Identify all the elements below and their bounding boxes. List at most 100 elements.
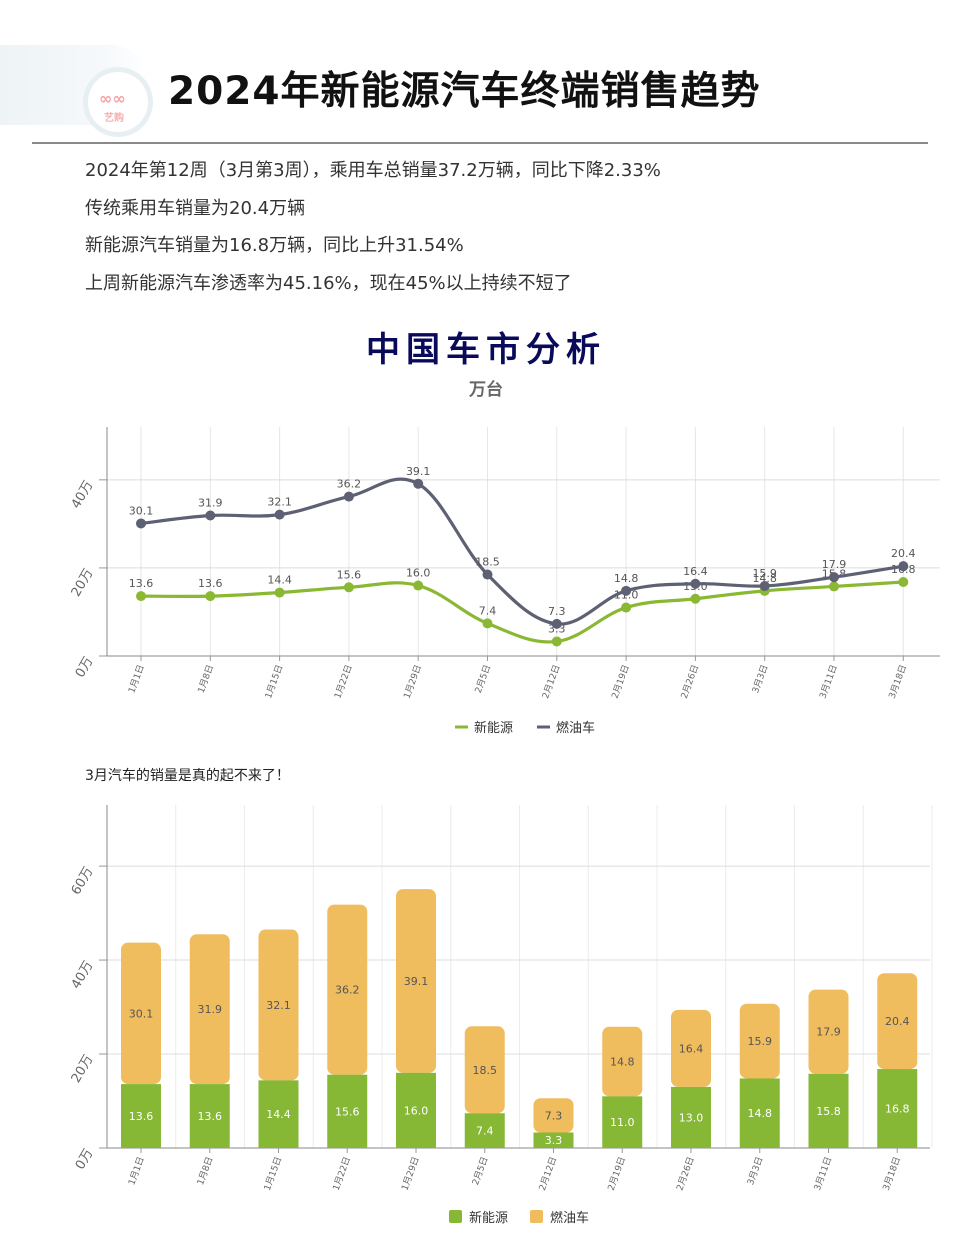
chart1-point-ice (551, 618, 562, 629)
chart2-xtick-label: 2月19日 (606, 1155, 628, 1192)
chart2-xtick-label: 3月11日 (812, 1155, 834, 1192)
chart1-data-label-ice: 31.9 (198, 497, 223, 510)
chart2-xtick-label: 1月22日 (331, 1155, 353, 1192)
chart2-data-label-nev: 7.4 (476, 1125, 494, 1138)
brand-logo: ∞∞ 艺购 (88, 72, 148, 132)
chart1-data-label-ice: 30.1 (129, 504, 154, 517)
chart1-data-label-nev: 13.6 (129, 577, 154, 590)
chart2-ytick-label: 20万 (69, 1053, 97, 1086)
chart2-data-label-nev: 14.4 (266, 1108, 291, 1121)
chart1-point-nev (343, 582, 354, 593)
chart2-bar-ice (877, 973, 918, 1070)
chart2-bar-nev (396, 1072, 436, 1148)
chart1-line-nev (139, 580, 905, 644)
chart2-data-label-nev: 11.0 (610, 1116, 635, 1129)
chart2-data-label-ice: 20.4 (885, 1015, 910, 1028)
chart2-data-label-ice: 32.1 (266, 999, 291, 1012)
chart1-data-label-ice: 36.2 (337, 478, 362, 491)
chart1-point-nev (274, 587, 285, 598)
chart2-bar-ice (396, 889, 436, 1073)
chart1-point-nev (205, 591, 216, 602)
chart1-unit: 万台 (469, 380, 503, 400)
chart1-ytick-label: 20万 (69, 566, 97, 599)
chart1-point-ice (343, 491, 354, 502)
chart2-bar-ice (671, 1009, 711, 1087)
chart1-point-ice (621, 585, 632, 596)
chart1-point-ice (274, 509, 285, 520)
chart2-data-label-ice: 39.1 (404, 975, 429, 988)
chart2-bar-nev (808, 1073, 849, 1148)
chart2-bar-ice (739, 1003, 780, 1079)
chart2-bar-ice (121, 942, 161, 1085)
chart1-xtick-label: 1月15日 (263, 663, 285, 700)
chart1-xtick-label: 3月3日 (750, 663, 770, 694)
chart2-bar-nev (602, 1096, 643, 1148)
chart2-data-label-nev: 16.8 (885, 1103, 910, 1116)
chart2-xtick-label: 2月12日 (537, 1155, 559, 1192)
chart1-xtick-label: 1月1日 (126, 663, 146, 694)
chart2-xtick-label: 3月3日 (745, 1155, 765, 1186)
chart1-xtick-label: 2月12日 (540, 663, 562, 700)
chart2-bar-ice (189, 934, 230, 1085)
chart2-data-label-nev: 13.6 (129, 1110, 154, 1123)
chart2-bar-ice (602, 1026, 643, 1097)
chart2-legend-label-nev: 新能源 (469, 1210, 508, 1226)
chart1-point-nev (621, 602, 632, 613)
chart2-bar-ice (258, 929, 299, 1081)
chart2-data-label-nev: 13.0 (679, 1111, 704, 1124)
chart2-data-label-ice: 36.2 (335, 984, 360, 997)
chart1-point-nev (898, 577, 909, 588)
chart1-xtick-label: 2月19日 (610, 663, 632, 700)
chart1-point-nev (551, 636, 562, 647)
chart2-data-label-ice: 14.8 (610, 1056, 635, 1069)
chart2-bar-nev (189, 1084, 230, 1148)
chart1-data-label-nev: 16.0 (406, 567, 431, 580)
summary-block: 2024年第12周（3月第3周），乘用车总销量37.2万辆，同比下降2.33% … (85, 152, 905, 302)
summary-line: 新能源汽车销量为16.8万辆，同比上升31.54% (85, 235, 464, 256)
chart2-data-label-nev: 15.6 (335, 1105, 360, 1118)
chart2-data-label-ice: 16.4 (679, 1042, 704, 1055)
chart1-point-ice (829, 572, 839, 583)
chart1-point-nev (482, 618, 493, 629)
chart1-xtick-label: 1月8日 (196, 663, 216, 694)
chart1-point-ice (413, 478, 424, 489)
chart2-note: 3月汽车的销量是真的起不来了！ (85, 768, 290, 784)
chart1-data-label-ice: 15.9 (752, 567, 777, 580)
chart2-legend-label-ice: 燃油车 (550, 1210, 589, 1226)
chart1-data-label-nev: 14.8 (752, 572, 777, 585)
summary-line: 传统乘用车销量为20.4万辆 (85, 197, 306, 219)
chart2-xtick-label: 3月18日 (881, 1155, 903, 1192)
chart1-data-label-ice: 18.5 (475, 556, 500, 569)
chart1-point-ice (205, 510, 216, 521)
chart2-data-label-nev: 3.3 (545, 1134, 563, 1147)
chart1-data-label-ice: 14.8 (614, 572, 639, 585)
chart2-ytick-label: 0万 (73, 1147, 97, 1173)
chart2-legend-swatch-ice (530, 1210, 543, 1223)
chart2-data-label-ice: 17.9 (816, 1026, 841, 1039)
chart2-data-label-nev: 15.8 (816, 1105, 841, 1118)
chart2-data-label-ice: 31.9 (198, 1003, 223, 1016)
chart2-bar-nev (258, 1080, 299, 1148)
chart2-xtick-label: 1月15日 (262, 1155, 284, 1192)
chart2-xtick-label: 1月8日 (195, 1155, 215, 1186)
chart1-point-ice (690, 578, 701, 589)
chart2-bar-nev (533, 1132, 574, 1148)
chart2-bar-nev (877, 1069, 918, 1148)
chart2-bar-ice (808, 989, 849, 1074)
chart1-point-nev (829, 581, 839, 592)
chart1-data-label-ice: 16.4 (683, 565, 708, 578)
chart2-bar-nev (739, 1078, 780, 1148)
chart1-xtick-label: 1月29日 (402, 663, 424, 700)
chart1-xtick-label: 2月5日 (473, 663, 493, 694)
page-header: ∞∞ 艺购 (0, 30, 972, 140)
chart1-xtick-label: 3月11日 (817, 663, 839, 700)
chart1-point-ice (898, 561, 909, 572)
chart2-bar-nev (671, 1086, 711, 1148)
chart1-ytick-label: 40万 (69, 478, 97, 511)
chart1-legend-label-ice: 燃油车 (556, 720, 595, 736)
chart1-point-ice (136, 518, 146, 529)
chart2-xtick-label: 2月5日 (470, 1155, 490, 1186)
chart1-data-label-ice: 32.1 (267, 496, 292, 509)
chart1-point-nev (413, 580, 424, 591)
